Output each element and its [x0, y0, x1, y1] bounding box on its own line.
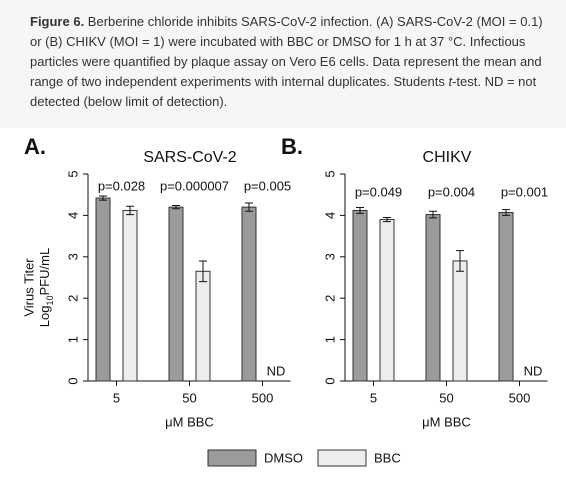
- x-tick-label: 50: [439, 390, 453, 405]
- p-value: p=0.005: [244, 178, 291, 193]
- error-bar: [383, 216, 391, 223]
- x-tick-label: 5: [113, 390, 120, 405]
- y-tick-label: 3: [322, 253, 337, 260]
- y-tick-label: 5: [322, 170, 337, 177]
- y-axis-unit-part: 10: [45, 295, 55, 305]
- chart-title: CHIKV: [423, 149, 472, 166]
- x-tick-label: 500: [509, 390, 531, 405]
- y-tick-label: 5: [65, 170, 80, 177]
- y-tick-label: 2: [322, 295, 337, 302]
- bar: [425, 214, 441, 382]
- error-bar: [99, 195, 107, 201]
- y-tick-label: 4: [322, 212, 337, 219]
- bar: [195, 270, 211, 382]
- x-axis-label: μM BBC: [422, 414, 471, 429]
- caption-label: Figure 6.: [30, 14, 85, 29]
- error-bar: [502, 209, 510, 216]
- bar: [122, 209, 138, 382]
- caption: Figure 6. Berberine chloride inhibits SA…: [30, 12, 555, 112]
- caption-text: Berberine chloride inhibits SARS-CoV-2 i…: [30, 14, 543, 89]
- x-tick-label: 500: [252, 390, 274, 405]
- error-bar: [172, 204, 180, 210]
- p-value: p=0.049: [355, 184, 402, 199]
- p-value: p=0.000007: [160, 178, 229, 193]
- y-tick-label: 1: [65, 336, 80, 343]
- nd-label: ND: [267, 363, 286, 378]
- y-tick-label: 3: [65, 253, 80, 260]
- bar: [452, 260, 468, 382]
- y-tick-label: 0: [322, 377, 337, 384]
- legend-label: BBC: [374, 450, 401, 465]
- p-value: p=0.004: [428, 184, 475, 199]
- panel-label: A.: [24, 134, 46, 159]
- y-tick-label: 0: [65, 377, 80, 384]
- y-tick-label: 2: [65, 295, 80, 302]
- error-bar: [245, 202, 253, 212]
- bar: [498, 212, 514, 382]
- y-axis-unit: Log10PFU/mL: [37, 248, 55, 327]
- bar: [379, 219, 395, 382]
- bar: [168, 206, 184, 382]
- p-value: p=0.028: [98, 178, 145, 193]
- p-value: p=0.001: [501, 184, 548, 199]
- caption-text: -test. ND = not detected (below limit of…: [30, 74, 537, 109]
- error-bar: [126, 205, 134, 216]
- nd-label: ND: [524, 363, 543, 378]
- y-axis-unit-part: Log: [37, 305, 52, 327]
- x-tick-label: 5: [370, 390, 377, 405]
- caption-italic: t: [448, 74, 453, 89]
- legend-label: DMSO: [264, 450, 303, 465]
- x-tick-label: 50: [182, 390, 196, 405]
- bar: [241, 206, 257, 382]
- bar: [95, 197, 111, 382]
- chart-title: SARS-CoV-2: [143, 149, 236, 166]
- bar: [352, 209, 368, 382]
- error-bar: [456, 250, 464, 272]
- error-bar: [199, 260, 207, 283]
- y-axis-unit-part: PFU/mL: [37, 248, 52, 296]
- y-tick-label: 1: [322, 336, 337, 343]
- x-axis-label: μM BBC: [165, 414, 214, 429]
- error-bar: [429, 210, 437, 219]
- legend-swatch: [317, 449, 367, 467]
- y-tick-label: 4: [65, 212, 80, 219]
- panel-label: B.: [281, 134, 303, 159]
- caption-box: Figure 6. Berberine chloride inhibits SA…: [0, 0, 566, 128]
- y-axis-label: Virus Titer: [21, 258, 36, 317]
- legend-swatch: [207, 449, 257, 467]
- error-bar: [356, 207, 364, 214]
